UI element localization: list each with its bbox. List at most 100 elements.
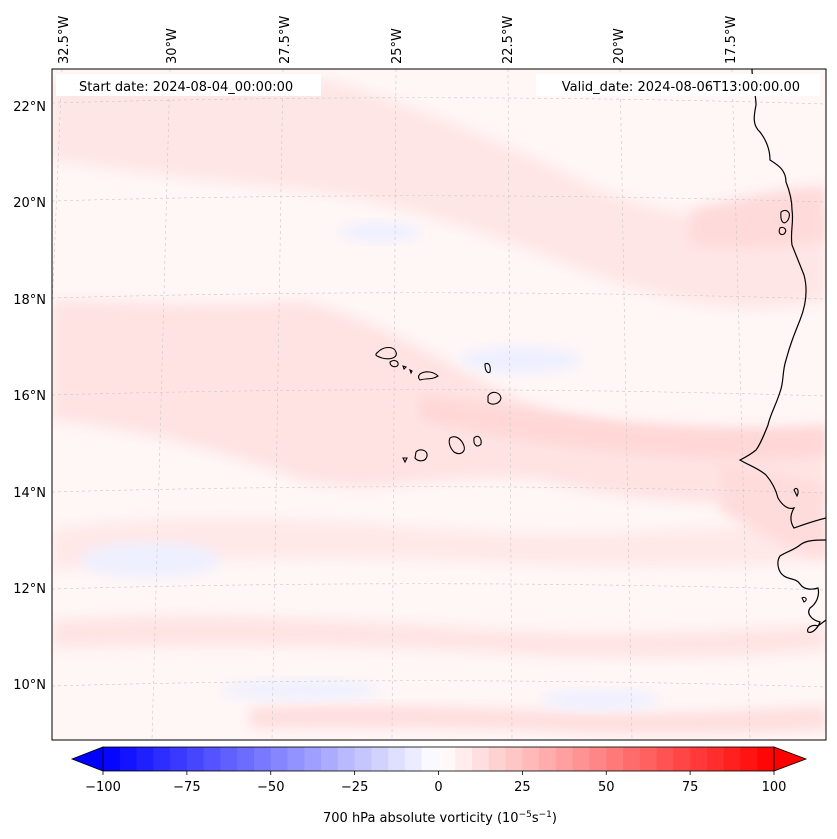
valid-date-box (536, 74, 820, 96)
meridian (731, 69, 751, 740)
colorbar-segment (723, 747, 741, 771)
vorticity-negative-patch (220, 680, 380, 700)
lat-label: 14°N (13, 486, 46, 501)
map-frame (51, 68, 827, 741)
island (487, 391, 502, 405)
start-date-box (56, 74, 321, 96)
lon-label: 32.5°W (57, 16, 72, 64)
meridian (391, 69, 397, 740)
colorbar-segment (170, 747, 188, 771)
parallel (52, 389, 826, 397)
colorbar-segment (639, 747, 657, 771)
parallel (52, 97, 826, 105)
colorbar-tick-label: 25 (514, 780, 531, 795)
colorbar-segment (220, 747, 238, 771)
lat-label: 12°N (13, 582, 46, 597)
vorticity-negative-patch (340, 222, 420, 242)
island (375, 346, 397, 360)
colorbar-segment (472, 747, 490, 771)
colorbar-segment (488, 747, 506, 771)
lon-label: 20°W (612, 28, 627, 64)
colorbar-segment (455, 747, 473, 771)
lon-label: 27.5°W (278, 16, 293, 64)
lat-label: 16°N (13, 389, 46, 404)
lon-label: 30°W (165, 28, 180, 64)
vorticity-field (52, 69, 826, 740)
colorbar-segment (119, 747, 137, 771)
meridian (507, 69, 513, 740)
colorbar-segment (103, 747, 121, 771)
cape-verde-islands (375, 346, 502, 464)
colorbar-segment (740, 747, 758, 771)
colorbar-segment (706, 747, 725, 771)
vorticity-streak-strong (420, 395, 826, 459)
colorbar-tick-label: 75 (682, 780, 699, 795)
lat-label: 20°N (13, 196, 46, 211)
colorbar-segment (757, 747, 775, 771)
colorbar-segment (337, 747, 356, 771)
colorbar-segment (253, 747, 272, 771)
colorbar-segment (186, 747, 205, 771)
vorticity-negative-patch (80, 542, 220, 578)
colorbar-tick-label: −25 (341, 780, 368, 795)
latitude-labels: 22°N 20°N 18°N 16°N 14°N 12°N 10°N (13, 100, 46, 693)
colorbar-extend-max (773, 746, 808, 772)
colorbar-tick-label: −50 (257, 780, 284, 795)
meridian (151, 69, 171, 740)
island (409, 368, 413, 375)
meridian (619, 69, 633, 740)
parallel (52, 486, 826, 494)
colorbar-segment (623, 747, 641, 771)
coastal-islands (778, 209, 807, 603)
colorbar-segment (539, 747, 557, 771)
colorbar-segment (203, 747, 221, 771)
colorbar-segment (153, 747, 171, 771)
colorbar-segment (371, 747, 389, 771)
vorticity-band-south-1 (52, 615, 826, 658)
colorbar-segment (555, 747, 574, 771)
vorticity-band-north (52, 80, 826, 309)
island (402, 365, 408, 371)
colorbar-segment (673, 747, 691, 771)
vorticity-band-mid (52, 518, 826, 570)
lon-label: 22.5°W (501, 16, 516, 64)
island (473, 435, 482, 447)
lon-label: 17.5°W (724, 16, 739, 64)
colorbar-tick-label: −100 (85, 780, 121, 795)
start-date-label: Start date: 2024-08-04_00:00:00 (79, 80, 293, 95)
vorticity-band-south-2 (250, 705, 826, 734)
vorticity-negative-patch (540, 690, 660, 710)
parallel (52, 292, 826, 300)
valid-date-label: Valid_date: 2024-08-06T13:00:00.00 (562, 80, 800, 95)
africa-coastline (738, 69, 826, 529)
colorbar-tick-label: 100 (762, 780, 787, 795)
africa-coastline-south (777, 539, 826, 633)
colorbar-segment (136, 747, 154, 771)
colorbar-tick-label: −75 (173, 780, 200, 795)
colorbar-segment (354, 747, 372, 771)
colorbar-segment (321, 747, 339, 771)
colorbar-segment (606, 747, 624, 771)
colorbar-segment (237, 747, 255, 771)
vorticity-band-coast (720, 460, 826, 560)
island (414, 449, 428, 462)
colorbar-extend-min (70, 746, 104, 772)
colorbar-segment (572, 747, 590, 771)
meridian (271, 69, 284, 740)
colorbar-segment (388, 747, 406, 771)
colorbar-segment (656, 747, 674, 771)
colorbar-segment (505, 747, 523, 771)
lat-label: 22°N (13, 100, 46, 115)
colorbar-segments (103, 747, 775, 771)
island (448, 436, 465, 455)
colorbar-ticks: −100 −75 −50 −25 0 25 50 75 100 (85, 771, 786, 795)
gridlines (52, 69, 826, 740)
colorbar-segment (304, 747, 322, 771)
parallel (52, 583, 826, 591)
colorbar-segment (404, 747, 423, 771)
island (389, 360, 399, 368)
colorbar-segment (270, 747, 288, 771)
vorticity-negative-patch (460, 346, 580, 374)
colorbar-segment (690, 747, 708, 771)
